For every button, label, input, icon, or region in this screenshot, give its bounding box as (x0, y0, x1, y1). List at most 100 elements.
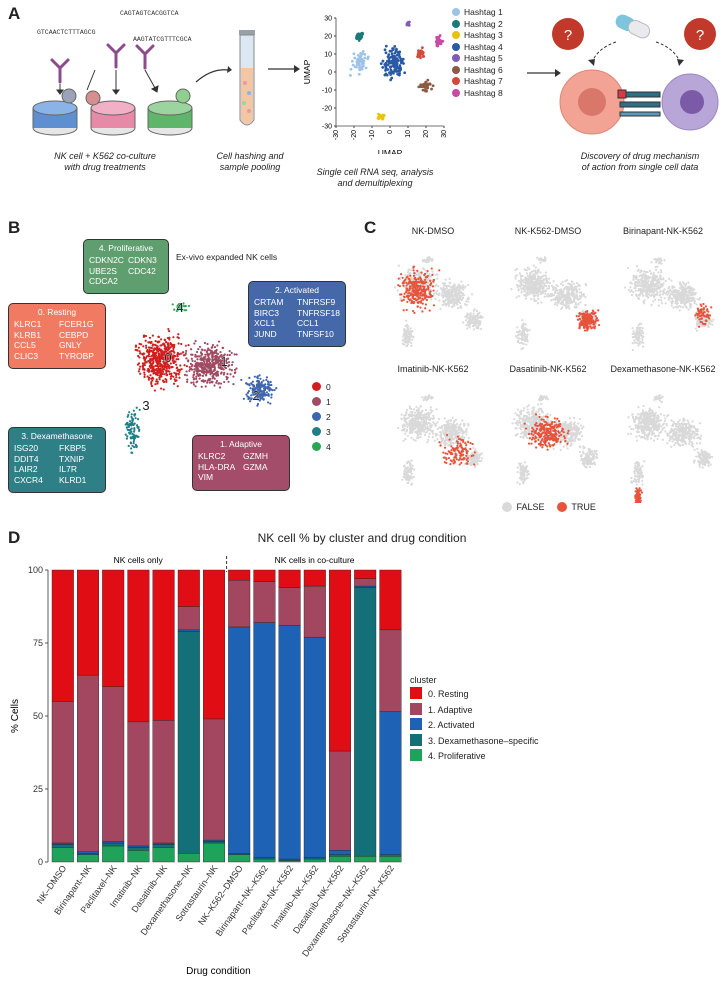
gene-name: VIM (198, 472, 214, 482)
gene-name: XCL1 (254, 318, 276, 328)
umap-y-label: UMAP (302, 59, 312, 84)
bar-segment (177, 629, 200, 632)
gene-name: ISG20 (14, 443, 39, 453)
umap-y-tick: 20 (324, 34, 332, 41)
gene-name: TNFRSF9 (297, 297, 336, 307)
bar-segment (228, 853, 251, 855)
umap-x-tick: 0 (387, 130, 394, 134)
gene-name: TNFSF10 (297, 328, 334, 339)
hashtag-swatch (452, 54, 460, 62)
bar-segment (152, 720, 175, 844)
bar-segment (127, 845, 150, 848)
gene-name: FKBP5 (59, 443, 86, 453)
bar-segment (177, 606, 200, 631)
hashtag-legend-item: Hashtag 5 (452, 53, 503, 63)
stacked-bar-chart: 0 25 50 75 100 % Cells NK cells only NK cells i… (10, 555, 402, 977)
bar-segment (76, 569, 99, 676)
bar-segment (127, 569, 150, 723)
bar-segment (102, 841, 125, 844)
condition-umap-title: NK-DMSO (411, 226, 455, 236)
bar-segment (354, 569, 377, 579)
bar-segment (379, 629, 402, 712)
bar-segment (202, 718, 225, 841)
hashtag-label: Hashtag 7 (464, 76, 503, 86)
bar-segment (303, 857, 326, 860)
gene-name: CDCA2 (89, 276, 118, 286)
bar-legend-item: 0. Resting (410, 687, 469, 699)
panel-b-subtitle: Ex-vivo expanded NK cells (176, 252, 278, 262)
caption-line: Discovery of drug mechanism (580, 151, 700, 161)
gene-name: CDC42 (128, 265, 156, 276)
condition-umap-title: Dasatinib-NK-K562 (509, 364, 587, 374)
gene-name: GZMA (243, 461, 268, 472)
bar-segment (253, 581, 276, 623)
y-tick-label: 100 (28, 565, 43, 575)
nk-cell-icon (661, 73, 719, 131)
panel-label-a: A (8, 4, 21, 23)
gene-name (128, 276, 163, 287)
y-tick-label: 0 (38, 857, 43, 867)
hashtag-label: Hashtag 4 (464, 41, 503, 52)
well-3 (147, 88, 193, 136)
question-mark-text: ? (696, 27, 704, 44)
bar-segment (177, 631, 200, 854)
bar-segment (202, 841, 225, 844)
gene-name: BIRC3 (254, 307, 280, 318)
bar-legend-swatch (410, 718, 422, 730)
y-tick-label: 75 (33, 638, 43, 648)
hashtag-legend-item: Hashtag 8 (452, 88, 503, 98)
bar-legend-swatch (410, 702, 422, 715)
bar-legend-swatch (410, 733, 422, 746)
gene-name: KLRB1 (14, 329, 41, 340)
cluster-legend-item: 2 (312, 412, 331, 422)
group-label-nk-only: NK cells only (114, 555, 164, 565)
coculture-wells-illustration (32, 43, 193, 136)
condition-umap-title: Imatinib-NK-K562 (397, 364, 469, 374)
bar-segment (102, 569, 125, 688)
bar-segment (253, 858, 276, 863)
bar-segment (177, 569, 200, 607)
bar-segment (329, 850, 352, 855)
cluster-legend-item: 4 (312, 442, 331, 452)
question-circle-icon (684, 18, 716, 50)
bar-segment (329, 854, 352, 857)
bar-segment (152, 844, 175, 848)
bar-segment (152, 842, 175, 845)
bar-segment (102, 686, 125, 842)
umap-x-tick: 30 (441, 130, 448, 138)
antibody-icon (106, 43, 126, 69)
gene-box-title: 2. Activated (275, 285, 319, 295)
bar-segment (228, 854, 251, 863)
hashtag-label: Hashtag 2 (464, 18, 503, 29)
bar-segment (278, 860, 301, 863)
well-2 (85, 90, 136, 136)
bar-segment (51, 701, 74, 844)
bar-segment (228, 569, 251, 581)
umap-x-tick: 20 (423, 130, 430, 138)
umap-x-tick: -30 (333, 130, 340, 140)
gene-box-activated: 2. Activated CRTAM TNFRSF9 BIRC3 TNFRSF18 XCL… (248, 281, 346, 347)
condition-umap-plot (511, 394, 599, 486)
chart-title: NK cell % by cluster and drug condition (257, 531, 467, 545)
question-circle-icon (552, 18, 584, 50)
umap-x-tick: -20 (351, 130, 358, 140)
hashtag-legend-item: Hashtag 7 (452, 76, 503, 86)
bar-segment (354, 585, 377, 588)
gene-name: KLRC2 (198, 451, 226, 461)
bar-segment (379, 855, 402, 863)
bar-segment (379, 711, 402, 855)
condition-umap-plot (510, 256, 601, 351)
umap-y-tick: 10 (324, 52, 332, 59)
gene-name: UBE2S (89, 265, 117, 276)
umap-y-tick: -10 (322, 88, 332, 95)
gene-name: TXNIP (59, 453, 85, 464)
gene-name: HLA-DRA (198, 461, 236, 472)
caption-line: and demultiplexing (337, 178, 413, 188)
cluster-swatch (312, 442, 321, 451)
bar-segment (278, 625, 301, 860)
bar-segment (379, 569, 402, 631)
bar-segment (354, 578, 377, 587)
gene-name: CDKN3 (128, 255, 157, 265)
bar-segment (303, 858, 326, 863)
cluster-swatch (312, 427, 321, 436)
